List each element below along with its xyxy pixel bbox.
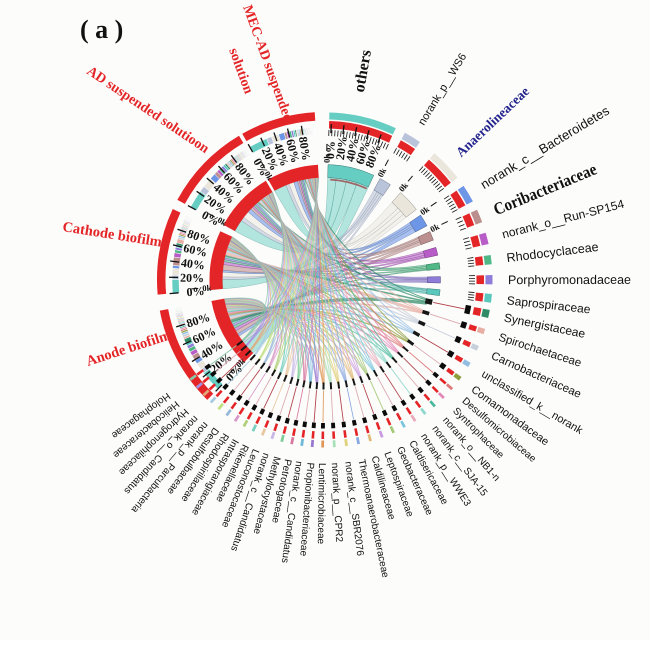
svg-text:20%: 20% [180,271,204,285]
svg-text:Lentimicrobiaceae: Lentimicrobiaceae [315,463,327,545]
svg-text:0k: 0k [322,154,332,163]
svg-text:( a ): ( a ) [80,15,123,44]
svg-text:Porphyromonadaceae: Porphyromonadaceae [508,273,631,287]
svg-text:0k: 0k [202,283,212,294]
